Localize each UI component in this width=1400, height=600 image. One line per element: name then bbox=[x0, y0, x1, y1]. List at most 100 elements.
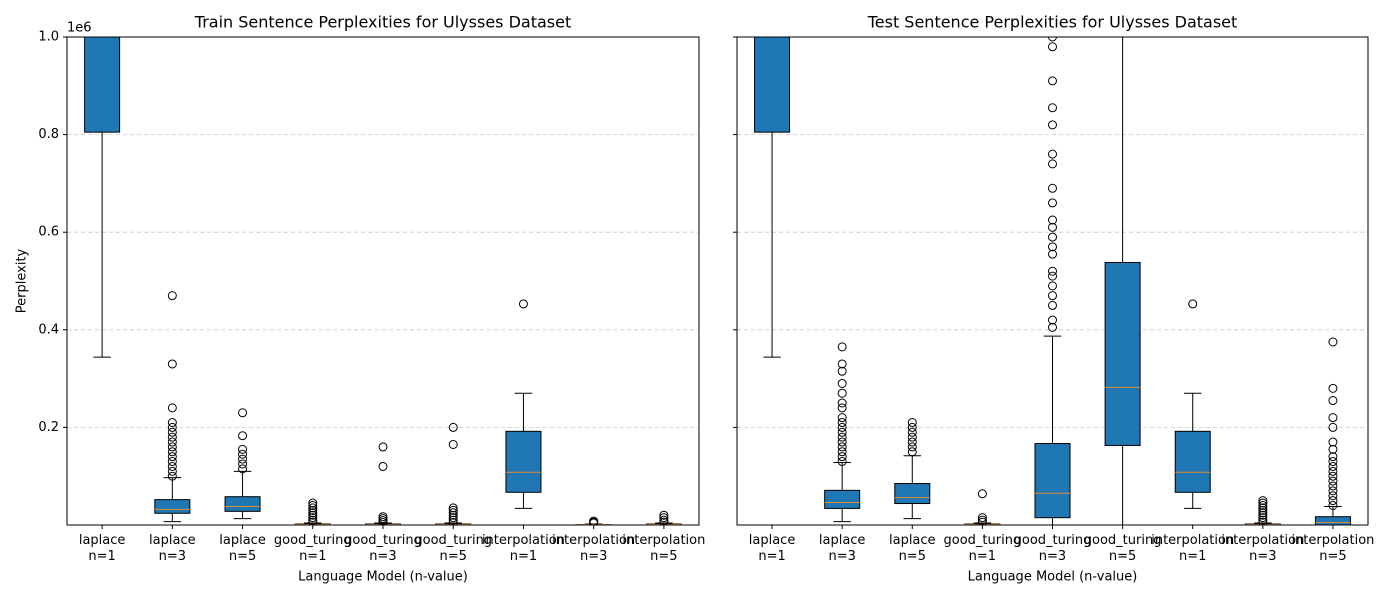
flier bbox=[1328, 457, 1338, 467]
flier bbox=[448, 503, 458, 513]
flier bbox=[448, 510, 458, 520]
flier bbox=[1048, 42, 1057, 52]
box bbox=[894, 483, 931, 505]
x-tick-label: interpolation n=3 bbox=[1221, 533, 1305, 564]
flier bbox=[238, 454, 248, 464]
flier bbox=[837, 432, 847, 442]
flier bbox=[167, 447, 177, 457]
box bbox=[1034, 443, 1071, 519]
flier bbox=[1048, 266, 1057, 276]
flier bbox=[1048, 271, 1057, 281]
offset-text: 1e6 bbox=[67, 21, 92, 36]
flier bbox=[1258, 498, 1268, 508]
box bbox=[824, 489, 861, 509]
box bbox=[154, 499, 191, 514]
flier bbox=[308, 513, 318, 523]
flier bbox=[238, 444, 248, 454]
x-tick-label: good_turing n=5 bbox=[414, 533, 493, 564]
flier bbox=[837, 442, 847, 452]
flier bbox=[907, 442, 917, 452]
flier bbox=[308, 500, 318, 510]
flier bbox=[167, 403, 177, 413]
flier bbox=[308, 505, 318, 515]
flier bbox=[837, 413, 847, 423]
flier bbox=[167, 359, 177, 369]
flier bbox=[167, 442, 177, 452]
chart-title: Train Sentence Perplexities for Ulysses … bbox=[194, 13, 571, 32]
flier bbox=[1328, 396, 1338, 406]
box bbox=[1174, 430, 1211, 493]
flier bbox=[1048, 281, 1057, 291]
flier bbox=[1048, 300, 1057, 310]
flier bbox=[1328, 337, 1338, 347]
flier bbox=[659, 510, 669, 520]
box bbox=[1314, 516, 1351, 525]
flier bbox=[167, 466, 177, 476]
y-tick-label: 0.4 bbox=[38, 322, 59, 337]
flier bbox=[1258, 508, 1268, 518]
flier bbox=[448, 518, 458, 525]
flier bbox=[167, 291, 177, 301]
flier bbox=[907, 432, 917, 442]
flier bbox=[1258, 496, 1268, 506]
flier bbox=[1048, 183, 1057, 193]
x-tick-label: laplace n=1 bbox=[78, 533, 126, 564]
flier bbox=[977, 489, 987, 499]
flier bbox=[1048, 198, 1057, 208]
flier bbox=[238, 431, 248, 441]
flier bbox=[1048, 76, 1057, 86]
flier bbox=[659, 515, 669, 525]
flier bbox=[1258, 503, 1268, 513]
flier bbox=[448, 508, 458, 518]
flier bbox=[837, 388, 847, 398]
flier bbox=[1328, 413, 1338, 423]
plot-area bbox=[84, 37, 682, 525]
flier bbox=[837, 403, 847, 413]
flier bbox=[167, 432, 177, 442]
x-tick-label: laplace n=5 bbox=[888, 533, 936, 564]
flier bbox=[1328, 471, 1338, 481]
x-axis-label: Language Model (n-value) bbox=[968, 570, 1138, 585]
flier bbox=[907, 418, 917, 428]
x-tick-label: laplace n=3 bbox=[818, 533, 866, 564]
flier bbox=[837, 427, 847, 437]
flier bbox=[378, 512, 388, 522]
flier bbox=[837, 447, 847, 457]
flier bbox=[378, 442, 388, 452]
flier bbox=[1048, 215, 1057, 225]
flier bbox=[1048, 103, 1057, 113]
flier bbox=[1048, 159, 1057, 169]
flier bbox=[1048, 232, 1057, 242]
flier bbox=[907, 427, 917, 437]
flier bbox=[1188, 299, 1198, 309]
flier bbox=[907, 447, 917, 457]
flier bbox=[837, 418, 847, 428]
flier bbox=[837, 378, 847, 388]
flier bbox=[1328, 437, 1338, 447]
flier bbox=[167, 452, 177, 462]
flier bbox=[167, 457, 177, 467]
flier bbox=[167, 471, 177, 481]
flier bbox=[1048, 291, 1057, 301]
flier bbox=[837, 452, 847, 462]
box bbox=[505, 430, 542, 493]
x-tick-label: interpolation n=3 bbox=[552, 533, 636, 564]
flier bbox=[167, 427, 177, 437]
flier bbox=[308, 510, 318, 520]
flier bbox=[308, 515, 318, 525]
y-tick-label: 1.0 bbox=[38, 30, 59, 45]
y-axis-label: Perplexity bbox=[15, 248, 30, 313]
flier bbox=[1258, 510, 1268, 520]
flier bbox=[837, 398, 847, 408]
flier bbox=[448, 505, 458, 515]
x-tick-label: good_turing n=5 bbox=[1083, 533, 1162, 564]
flier bbox=[1048, 322, 1057, 332]
flier bbox=[1048, 149, 1057, 159]
chart-title: Test Sentence Perplexities for Ulysses D… bbox=[867, 13, 1238, 32]
flier bbox=[448, 513, 458, 523]
flier bbox=[1258, 500, 1268, 510]
box bbox=[754, 37, 791, 133]
flier bbox=[448, 439, 458, 449]
x-tick-label: good_turing n=1 bbox=[273, 533, 352, 564]
